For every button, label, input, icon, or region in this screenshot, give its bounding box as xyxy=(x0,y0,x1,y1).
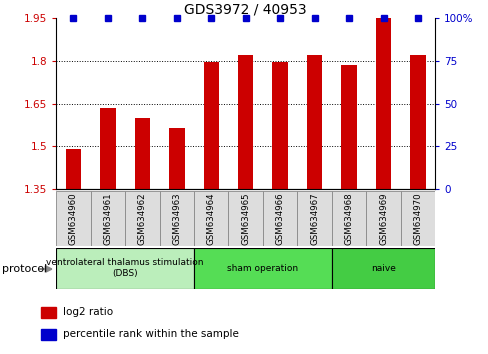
Bar xyxy=(90,191,125,246)
Text: GSM634962: GSM634962 xyxy=(138,192,146,245)
Bar xyxy=(56,248,194,289)
Bar xyxy=(41,329,56,340)
Bar xyxy=(56,191,90,246)
Bar xyxy=(203,62,219,189)
Bar xyxy=(331,248,434,289)
Bar xyxy=(159,191,194,246)
Bar xyxy=(409,55,425,189)
Bar xyxy=(100,108,116,189)
Bar xyxy=(366,191,400,246)
Bar xyxy=(169,128,184,189)
Bar xyxy=(228,191,263,246)
Bar xyxy=(306,55,322,189)
Bar xyxy=(272,62,287,189)
Bar xyxy=(331,191,366,246)
Text: ventrolateral thalamus stimulation
(DBS): ventrolateral thalamus stimulation (DBS) xyxy=(46,258,203,278)
Text: percentile rank within the sample: percentile rank within the sample xyxy=(62,329,238,339)
Bar xyxy=(297,191,331,246)
Bar xyxy=(375,18,390,189)
Text: GSM634967: GSM634967 xyxy=(309,192,319,245)
Text: GSM634961: GSM634961 xyxy=(103,192,112,245)
Text: log2 ratio: log2 ratio xyxy=(62,307,113,318)
Bar xyxy=(194,248,331,289)
Text: GSM634968: GSM634968 xyxy=(344,192,353,245)
Text: GSM634970: GSM634970 xyxy=(413,192,422,245)
Text: GSM634960: GSM634960 xyxy=(69,192,78,245)
Bar xyxy=(263,191,297,246)
Bar xyxy=(65,149,81,189)
Text: naive: naive xyxy=(370,264,395,273)
Bar xyxy=(125,191,159,246)
Text: protocol: protocol xyxy=(2,264,48,274)
Bar xyxy=(194,191,228,246)
Text: GSM634964: GSM634964 xyxy=(206,192,215,245)
Bar xyxy=(400,191,434,246)
Text: sham operation: sham operation xyxy=(227,264,298,273)
Title: GDS3972 / 40953: GDS3972 / 40953 xyxy=(184,2,306,17)
Bar xyxy=(238,55,253,189)
Bar xyxy=(134,118,150,189)
Text: GSM634965: GSM634965 xyxy=(241,192,250,245)
Text: GSM634969: GSM634969 xyxy=(378,192,387,245)
Text: GSM634966: GSM634966 xyxy=(275,192,284,245)
Bar xyxy=(41,307,56,318)
Text: GSM634963: GSM634963 xyxy=(172,192,181,245)
Bar xyxy=(341,65,356,189)
